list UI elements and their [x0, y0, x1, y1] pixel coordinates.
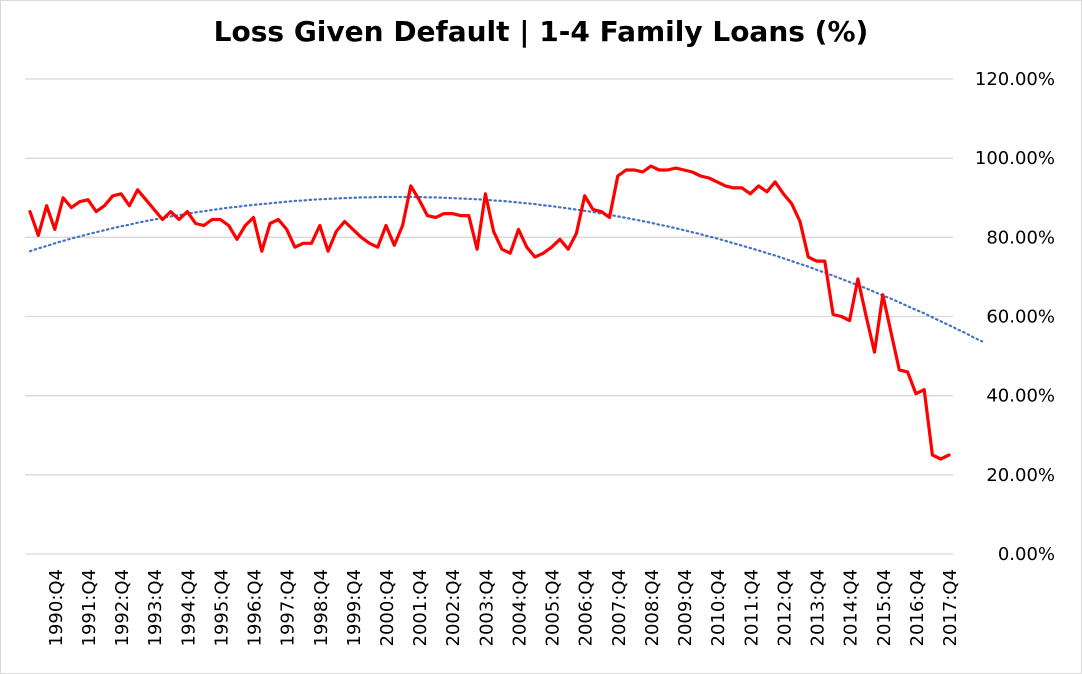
gridlines: [25, 78, 953, 555]
x-tick-label: 1990:Q4: [46, 569, 67, 647]
x-tick-label: 1992:Q4: [112, 569, 133, 647]
x-tick-label: 2005:Q4: [543, 569, 564, 647]
x-tick-label: 2011:Q4: [741, 569, 762, 647]
x-tick-label: 1997:Q4: [278, 569, 299, 647]
x-tick-label: 2007:Q4: [609, 569, 630, 647]
trend-series-line: [28, 195, 984, 343]
x-tick-label: 1998:Q4: [311, 569, 332, 647]
x-tick-label: 1994:Q4: [178, 569, 199, 647]
x-tick-label: 1995:Q4: [211, 569, 232, 647]
x-tick-label: 1996:Q4: [245, 569, 266, 647]
y-tick-label: 0.00%: [998, 544, 1055, 565]
x-tick-label: 2008:Q4: [642, 569, 663, 647]
x-tick-label: 2016:Q4: [907, 569, 928, 647]
x-tick-label: 1999:Q4: [344, 569, 365, 647]
y-tick-label: 60.00%: [986, 307, 1055, 328]
chart-title: Loss Given Default | 1-4 Family Loans (%…: [213, 15, 869, 48]
y-tick-label: 80.00%: [986, 227, 1055, 248]
x-tick-label: 2003:Q4: [476, 569, 497, 647]
x-tick-label: 2015:Q4: [874, 569, 895, 647]
x-tick-label: 2001:Q4: [410, 569, 431, 647]
y-tick-label: 20.00%: [986, 465, 1055, 486]
series-group: [28, 164, 984, 461]
x-tick-label: 1993:Q4: [145, 569, 166, 647]
x-tick-label: 2014:Q4: [841, 569, 862, 647]
y-tick-label: 120.00%: [975, 69, 1055, 90]
x-tick-label: 2012:Q4: [774, 569, 795, 647]
y-tick-label: 40.00%: [986, 386, 1055, 407]
x-tick-label: 2002:Q4: [443, 569, 464, 647]
y-axis-labels: 0.00% 20.00% 40.00% 60.00% 80.00% 100.00% 120.…: [975, 69, 1055, 565]
y-tick-label: 100.00%: [975, 148, 1055, 169]
x-tick-label: 2000:Q4: [377, 569, 398, 647]
x-tick-label: 2010:Q4: [708, 569, 729, 647]
x-tick-label: 2017:Q4: [940, 569, 961, 647]
lgd-series-line: [28, 164, 951, 461]
x-tick-label: 2009:Q4: [675, 569, 696, 647]
x-tick-label: 2006:Q4: [576, 569, 597, 647]
x-axis-labels: 1990:Q4 1991:Q4 1992:Q4 1993:Q4 1994:Q4 1995:…: [46, 569, 961, 647]
x-tick-label: 2013:Q4: [808, 569, 829, 647]
x-tick-label: 1991:Q4: [79, 569, 100, 647]
x-tick-label: 2004:Q4: [509, 569, 530, 647]
